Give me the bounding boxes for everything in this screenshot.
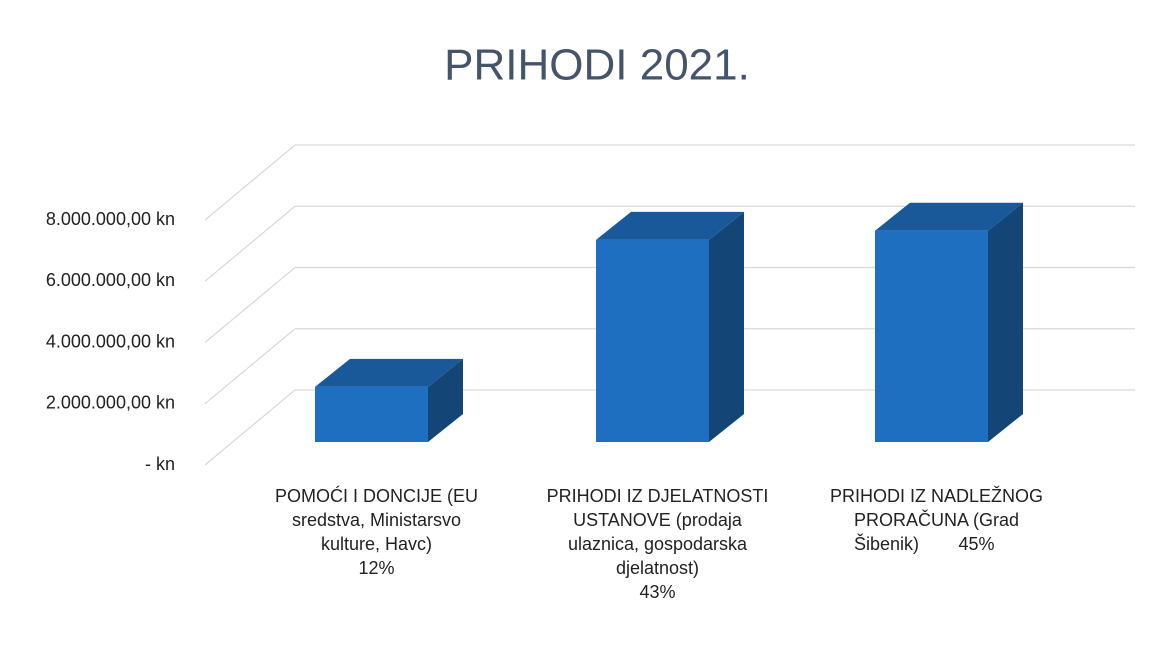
share-label: 43% bbox=[639, 582, 675, 602]
x-tick-label: PRIHODI IZ NADLEŽNOG bbox=[830, 486, 1043, 506]
y-tick-label: 2.000.000,00 kn bbox=[46, 393, 175, 413]
grid-line bbox=[204, 267, 296, 343]
bar bbox=[596, 239, 709, 442]
bar bbox=[315, 386, 428, 442]
y-tick-label: 4.000.000,00 kn bbox=[46, 331, 175, 351]
x-tick-label: djelatnost) bbox=[616, 558, 699, 578]
x-tick-label: Šibenik) bbox=[854, 533, 919, 554]
bar-side bbox=[988, 202, 1023, 442]
x-tick-label: kulture, Havc) bbox=[321, 534, 432, 554]
bar-top bbox=[315, 358, 463, 387]
y-tick-label: 8.000.000,00 kn bbox=[46, 209, 175, 229]
x-tick-label: POMOĆI I DONCIJE (EU bbox=[275, 485, 478, 506]
x-tick-label: PRIHODI IZ DJELATNOSTI bbox=[547, 486, 769, 506]
y-tick-label: - kn bbox=[145, 454, 175, 474]
bar bbox=[875, 230, 988, 442]
grid-line bbox=[204, 144, 296, 221]
bar-side bbox=[428, 358, 463, 442]
y-tick-label: 6.000.000,00 kn bbox=[46, 270, 175, 290]
share-label: 12% bbox=[358, 558, 394, 578]
share-label: 45% bbox=[958, 534, 994, 554]
x-tick-label: PRORAČUNA (Grad bbox=[854, 509, 1019, 530]
bar-top bbox=[596, 211, 744, 240]
bar-top bbox=[875, 202, 1023, 231]
x-tick-label: sredstva, Ministarsvo bbox=[292, 510, 461, 530]
grid-line bbox=[204, 389, 296, 466]
bar-side bbox=[709, 211, 744, 442]
x-tick-label: ulaznica, gospodarska bbox=[568, 534, 748, 554]
grid-line bbox=[204, 328, 296, 405]
x-tick-label: USTANOVE (prodaja bbox=[573, 510, 743, 530]
grid-line bbox=[204, 205, 296, 282]
chart-title: PRIHODI 2021. bbox=[444, 41, 750, 90]
